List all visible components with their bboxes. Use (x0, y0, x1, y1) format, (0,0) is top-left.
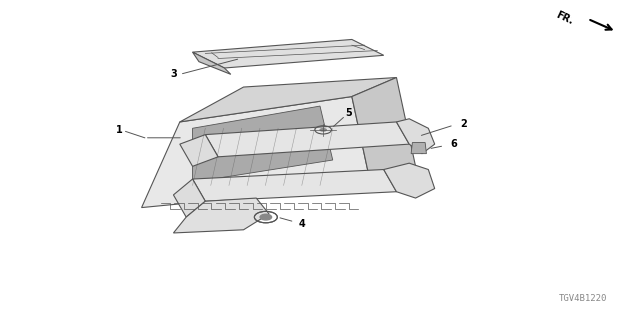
Polygon shape (180, 135, 218, 166)
Text: 2: 2 (460, 118, 467, 129)
Polygon shape (193, 52, 231, 74)
Polygon shape (141, 97, 371, 208)
Text: TGV4B1220: TGV4B1220 (558, 294, 607, 303)
Polygon shape (173, 198, 269, 233)
Polygon shape (193, 39, 384, 68)
Polygon shape (411, 142, 426, 154)
Polygon shape (352, 77, 415, 185)
Polygon shape (193, 106, 333, 182)
Polygon shape (193, 170, 396, 201)
Polygon shape (396, 119, 435, 154)
Text: 1: 1 (116, 125, 123, 135)
Text: FR.: FR. (554, 10, 575, 26)
Polygon shape (384, 163, 435, 198)
Circle shape (260, 214, 271, 220)
Text: 5: 5 (346, 108, 352, 118)
Circle shape (319, 128, 327, 132)
Text: 4: 4 (299, 219, 305, 229)
Polygon shape (180, 77, 396, 122)
Polygon shape (173, 179, 205, 217)
Text: 6: 6 (451, 139, 457, 149)
Polygon shape (205, 122, 409, 157)
Text: 3: 3 (170, 69, 177, 79)
